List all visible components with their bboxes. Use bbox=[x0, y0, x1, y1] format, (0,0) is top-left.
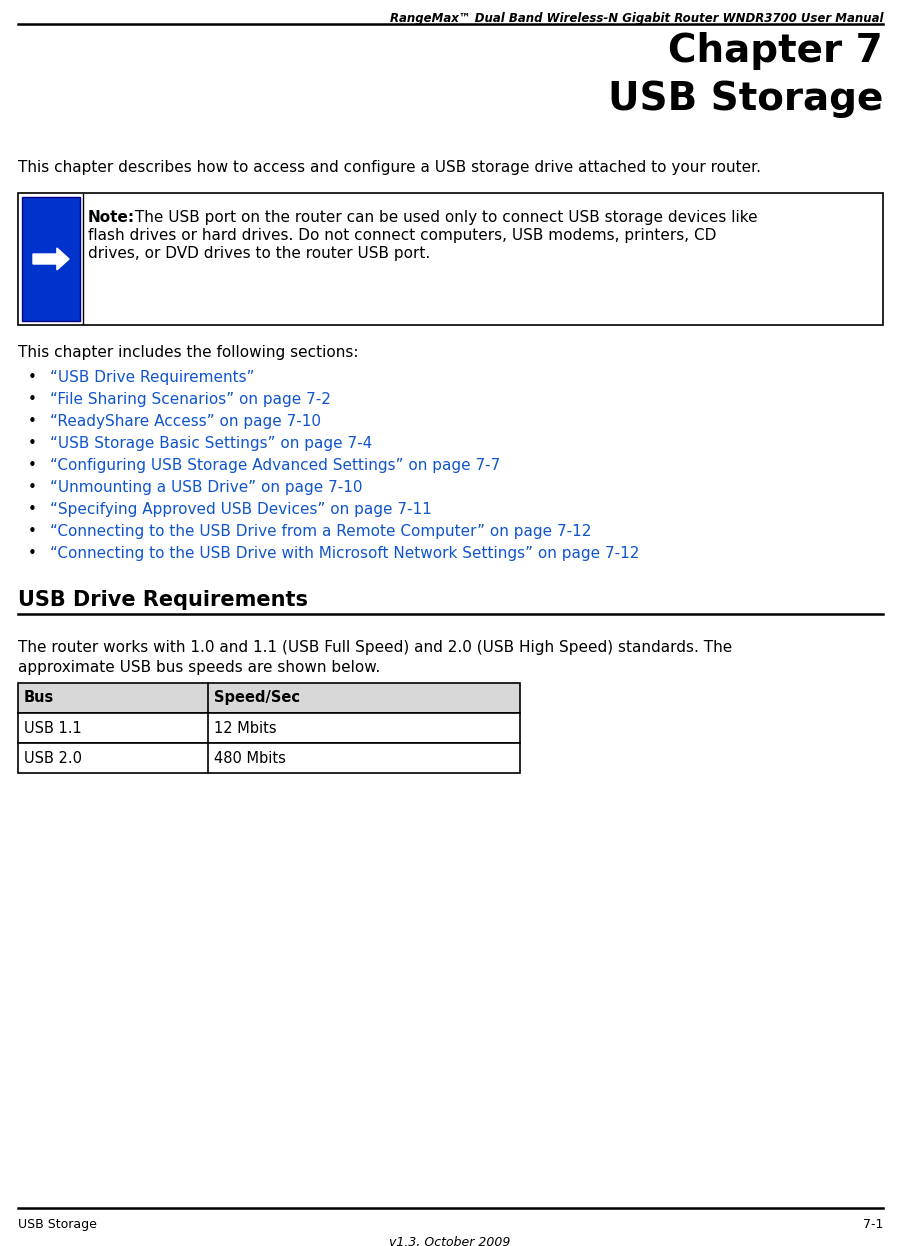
FancyBboxPatch shape bbox=[18, 193, 883, 325]
Text: RangeMax™ Dual Band Wireless-N Gigabit Router WNDR3700 User Manual: RangeMax™ Dual Band Wireless-N Gigabit R… bbox=[389, 12, 883, 25]
Text: “Specifying Approved USB Devices” on page 7-11: “Specifying Approved USB Devices” on pag… bbox=[50, 502, 432, 517]
Text: •: • bbox=[28, 414, 37, 429]
Text: USB Storage: USB Storage bbox=[18, 1219, 97, 1231]
Text: •: • bbox=[28, 436, 37, 451]
Text: approximate USB bus speeds are shown below.: approximate USB bus speeds are shown bel… bbox=[18, 660, 380, 675]
Text: Note:: Note: bbox=[88, 211, 135, 226]
Text: •: • bbox=[28, 370, 37, 385]
Text: USB Drive Requirements: USB Drive Requirements bbox=[18, 591, 308, 611]
Text: Chapter 7: Chapter 7 bbox=[669, 32, 883, 70]
Text: •: • bbox=[28, 459, 37, 473]
Text: 480 Mbits: 480 Mbits bbox=[214, 751, 286, 766]
Text: 12 Mbits: 12 Mbits bbox=[214, 721, 277, 736]
Text: “Configuring USB Storage Advanced Settings” on page 7-7: “Configuring USB Storage Advanced Settin… bbox=[50, 459, 500, 473]
FancyBboxPatch shape bbox=[22, 197, 80, 321]
Polygon shape bbox=[33, 248, 69, 270]
Text: •: • bbox=[28, 546, 37, 561]
Text: USB 1.1: USB 1.1 bbox=[24, 721, 82, 736]
Text: •: • bbox=[28, 480, 37, 495]
Text: •: • bbox=[28, 502, 37, 517]
Text: 7-1: 7-1 bbox=[862, 1219, 883, 1231]
Text: Bus: Bus bbox=[24, 690, 54, 705]
FancyBboxPatch shape bbox=[18, 713, 520, 743]
FancyBboxPatch shape bbox=[18, 743, 520, 773]
Text: This chapter includes the following sections:: This chapter includes the following sect… bbox=[18, 345, 359, 360]
Text: The router works with 1.0 and 1.1 (USB Full Speed) and 2.0 (USB High Speed) stan: The router works with 1.0 and 1.1 (USB F… bbox=[18, 640, 733, 655]
Text: “Connecting to the USB Drive from a Remote Computer” on page 7-12: “Connecting to the USB Drive from a Remo… bbox=[50, 525, 591, 540]
Text: flash drives or hard drives. Do not connect computers, USB modems, printers, CD: flash drives or hard drives. Do not conn… bbox=[88, 228, 716, 243]
Text: “ReadyShare Access” on page 7-10: “ReadyShare Access” on page 7-10 bbox=[50, 414, 321, 429]
Text: The USB port on the router can be used only to connect USB storage devices like: The USB port on the router can be used o… bbox=[130, 211, 758, 226]
Text: v1.3, October 2009: v1.3, October 2009 bbox=[389, 1236, 511, 1246]
Text: “File Sharing Scenarios” on page 7-2: “File Sharing Scenarios” on page 7-2 bbox=[50, 392, 331, 407]
FancyBboxPatch shape bbox=[18, 683, 520, 713]
Text: “USB Drive Requirements”: “USB Drive Requirements” bbox=[50, 370, 254, 385]
Text: •: • bbox=[28, 525, 37, 540]
Text: “Connecting to the USB Drive with Microsoft Network Settings” on page 7-12: “Connecting to the USB Drive with Micros… bbox=[50, 546, 640, 561]
Text: “USB Storage Basic Settings” on page 7-4: “USB Storage Basic Settings” on page 7-4 bbox=[50, 436, 372, 451]
Text: drives, or DVD drives to the router USB port.: drives, or DVD drives to the router USB … bbox=[88, 245, 431, 260]
Text: “Unmounting a USB Drive” on page 7-10: “Unmounting a USB Drive” on page 7-10 bbox=[50, 480, 362, 495]
Text: This chapter describes how to access and configure a USB storage drive attached : This chapter describes how to access and… bbox=[18, 159, 761, 174]
Text: USB Storage: USB Storage bbox=[607, 80, 883, 118]
Text: USB 2.0: USB 2.0 bbox=[24, 751, 82, 766]
Text: Speed/Sec: Speed/Sec bbox=[214, 690, 300, 705]
Text: •: • bbox=[28, 392, 37, 407]
